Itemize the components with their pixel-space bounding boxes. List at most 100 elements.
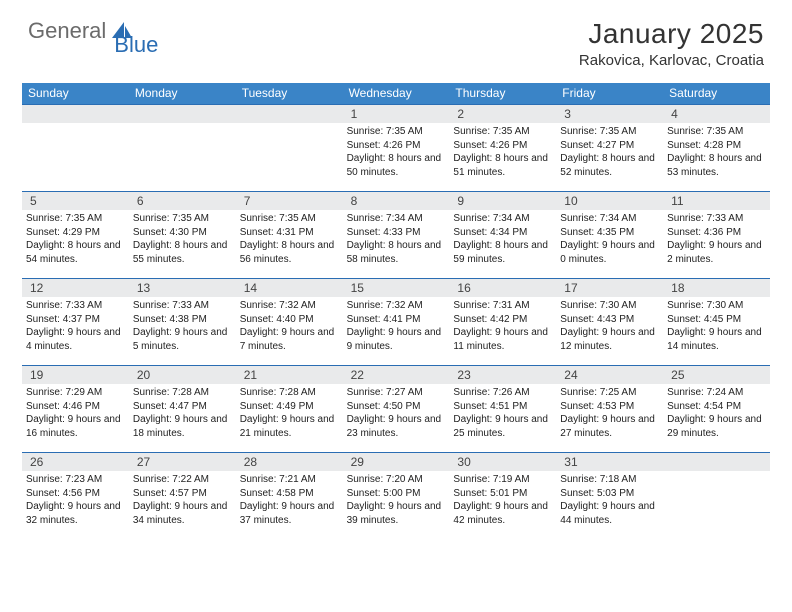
daylight-line: Daylight: 9 hours and 4 minutes.: [26, 326, 125, 353]
calendar: SundayMondayTuesdayWednesdayThursdayFrid…: [22, 83, 770, 539]
sunset-line: Sunset: 4:58 PM: [240, 487, 339, 501]
daylight-line: Daylight: 8 hours and 54 minutes.: [26, 239, 125, 266]
daylight-line: Daylight: 9 hours and 7 minutes.: [240, 326, 339, 353]
day-cell: 20Sunrise: 7:28 AMSunset: 4:47 PMDayligh…: [129, 366, 236, 452]
sunrise-line: Sunrise: 7:23 AM: [26, 473, 125, 487]
daynum-bar: 17: [556, 279, 663, 297]
daylight-line: Daylight: 9 hours and 27 minutes.: [560, 413, 659, 440]
day-body: Sunrise: 7:24 AMSunset: 4:54 PMDaylight:…: [663, 384, 770, 444]
day-number: 29: [343, 453, 450, 471]
sunrise-line: Sunrise: 7:22 AM: [133, 473, 232, 487]
day-body: Sunrise: 7:35 AMSunset: 4:26 PMDaylight:…: [343, 123, 450, 183]
day-number: 9: [449, 192, 556, 210]
day-number: 26: [22, 453, 129, 471]
daylight-line: Daylight: 9 hours and 18 minutes.: [133, 413, 232, 440]
daylight-line: Daylight: 9 hours and 16 minutes.: [26, 413, 125, 440]
day-number: 16: [449, 279, 556, 297]
day-cell: 4Sunrise: 7:35 AMSunset: 4:28 PMDaylight…: [663, 105, 770, 191]
day-number: 5: [22, 192, 129, 210]
day-body: Sunrise: 7:35 AMSunset: 4:28 PMDaylight:…: [663, 123, 770, 183]
day-number: 11: [663, 192, 770, 210]
daynum-bar: 23: [449, 366, 556, 384]
daynum-bar: 24: [556, 366, 663, 384]
logo-text-blue: Blue: [114, 32, 158, 58]
day-number: 4: [663, 105, 770, 123]
sunrise-line: Sunrise: 7:35 AM: [240, 212, 339, 226]
sunrise-line: Sunrise: 7:34 AM: [347, 212, 446, 226]
daylight-line: Daylight: 8 hours and 52 minutes.: [560, 152, 659, 179]
daynum-bar: 25: [663, 366, 770, 384]
day-body: Sunrise: 7:30 AMSunset: 4:43 PMDaylight:…: [556, 297, 663, 357]
day-cell: .: [236, 105, 343, 191]
daynum-bar: 30: [449, 453, 556, 471]
daynum-bar: .: [663, 453, 770, 471]
sunset-line: Sunset: 4:54 PM: [667, 400, 766, 414]
day-body: Sunrise: 7:31 AMSunset: 4:42 PMDaylight:…: [449, 297, 556, 357]
sunrise-line: Sunrise: 7:28 AM: [240, 386, 339, 400]
day-body: Sunrise: 7:26 AMSunset: 4:51 PMDaylight:…: [449, 384, 556, 444]
sunset-line: Sunset: 5:03 PM: [560, 487, 659, 501]
daynum-bar: 26: [22, 453, 129, 471]
sunset-line: Sunset: 4:49 PM: [240, 400, 339, 414]
week-row: ...1Sunrise: 7:35 AMSunset: 4:26 PMDayli…: [22, 104, 770, 191]
day-body: Sunrise: 7:28 AMSunset: 4:47 PMDaylight:…: [129, 384, 236, 444]
day-body: [236, 123, 343, 129]
sunrise-line: Sunrise: 7:19 AM: [453, 473, 552, 487]
day-body: Sunrise: 7:25 AMSunset: 4:53 PMDaylight:…: [556, 384, 663, 444]
month-title: January 2025: [579, 18, 764, 50]
day-number: 19: [22, 366, 129, 384]
sunrise-line: Sunrise: 7:33 AM: [133, 299, 232, 313]
daynum-bar: 31: [556, 453, 663, 471]
weekday-header: Wednesday: [343, 83, 450, 104]
daylight-line: Daylight: 8 hours and 50 minutes.: [347, 152, 446, 179]
day-body: [129, 123, 236, 129]
day-body: Sunrise: 7:28 AMSunset: 4:49 PMDaylight:…: [236, 384, 343, 444]
sunrise-line: Sunrise: 7:34 AM: [560, 212, 659, 226]
sunset-line: Sunset: 4:40 PM: [240, 313, 339, 327]
daylight-line: Daylight: 8 hours and 59 minutes.: [453, 239, 552, 266]
day-number: 6: [129, 192, 236, 210]
sunrise-line: Sunrise: 7:30 AM: [560, 299, 659, 313]
day-cell: 11Sunrise: 7:33 AMSunset: 4:36 PMDayligh…: [663, 192, 770, 278]
day-cell: 3Sunrise: 7:35 AMSunset: 4:27 PMDaylight…: [556, 105, 663, 191]
day-cell: 18Sunrise: 7:30 AMSunset: 4:45 PMDayligh…: [663, 279, 770, 365]
sunrise-line: Sunrise: 7:24 AM: [667, 386, 766, 400]
sunrise-line: Sunrise: 7:31 AM: [453, 299, 552, 313]
day-body: Sunrise: 7:29 AMSunset: 4:46 PMDaylight:…: [22, 384, 129, 444]
day-cell: 12Sunrise: 7:33 AMSunset: 4:37 PMDayligh…: [22, 279, 129, 365]
sunrise-line: Sunrise: 7:33 AM: [667, 212, 766, 226]
sunrise-line: Sunrise: 7:32 AM: [240, 299, 339, 313]
day-cell: .: [22, 105, 129, 191]
day-cell: .: [129, 105, 236, 191]
day-cell: 9Sunrise: 7:34 AMSunset: 4:34 PMDaylight…: [449, 192, 556, 278]
sunset-line: Sunset: 4:43 PM: [560, 313, 659, 327]
daynum-bar: 13: [129, 279, 236, 297]
sunset-line: Sunset: 4:37 PM: [26, 313, 125, 327]
sunset-line: Sunset: 4:28 PM: [667, 139, 766, 153]
day-body: Sunrise: 7:33 AMSunset: 4:37 PMDaylight:…: [22, 297, 129, 357]
weeks-container: ...1Sunrise: 7:35 AMSunset: 4:26 PMDayli…: [22, 104, 770, 539]
day-number: 10: [556, 192, 663, 210]
sunrise-line: Sunrise: 7:33 AM: [26, 299, 125, 313]
day-number: 13: [129, 279, 236, 297]
day-cell: 16Sunrise: 7:31 AMSunset: 4:42 PMDayligh…: [449, 279, 556, 365]
weekday-header: Monday: [129, 83, 236, 104]
day-number: 20: [129, 366, 236, 384]
day-body: [22, 123, 129, 129]
daylight-line: Daylight: 9 hours and 29 minutes.: [667, 413, 766, 440]
sunset-line: Sunset: 5:01 PM: [453, 487, 552, 501]
daylight-line: Daylight: 8 hours and 56 minutes.: [240, 239, 339, 266]
daylight-line: Daylight: 9 hours and 14 minutes.: [667, 326, 766, 353]
day-cell: 1Sunrise: 7:35 AMSunset: 4:26 PMDaylight…: [343, 105, 450, 191]
logo-text-general: General: [28, 18, 106, 44]
daynum-bar: 20: [129, 366, 236, 384]
weekday-header: Friday: [556, 83, 663, 104]
sunset-line: Sunset: 4:31 PM: [240, 226, 339, 240]
sunrise-line: Sunrise: 7:30 AM: [667, 299, 766, 313]
day-body: Sunrise: 7:20 AMSunset: 5:00 PMDaylight:…: [343, 471, 450, 531]
day-body: Sunrise: 7:33 AMSunset: 4:36 PMDaylight:…: [663, 210, 770, 270]
day-number: 15: [343, 279, 450, 297]
weekday-header: Tuesday: [236, 83, 343, 104]
sunrise-line: Sunrise: 7:35 AM: [347, 125, 446, 139]
sunrise-line: Sunrise: 7:35 AM: [133, 212, 232, 226]
